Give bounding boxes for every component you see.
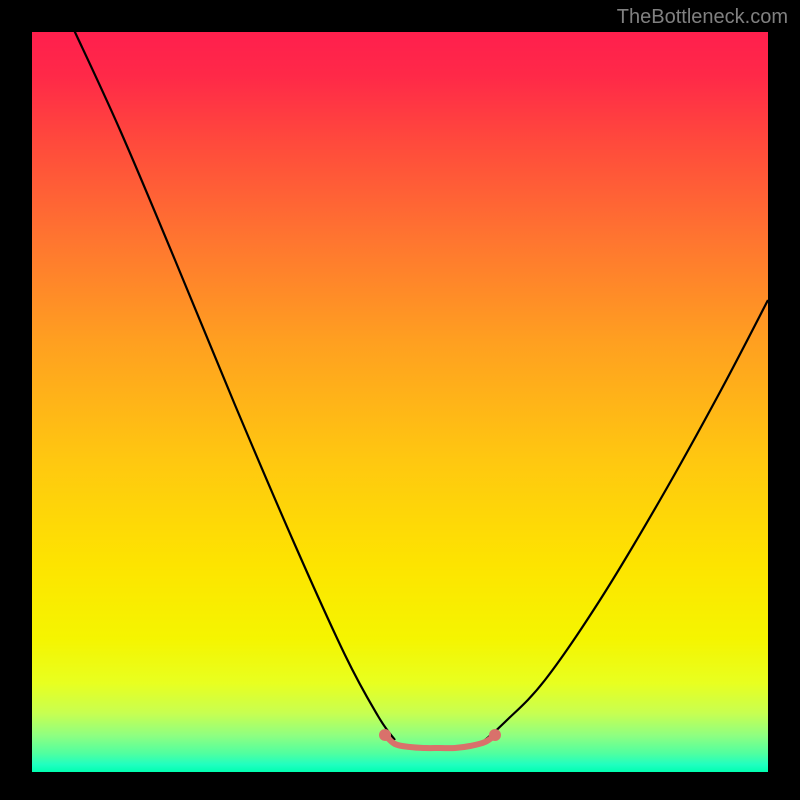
chart-container: TheBottleneck.com: [0, 0, 800, 800]
bottom-trace-cap-left: [379, 729, 391, 741]
bottom-trace-cap-right: [489, 729, 501, 741]
curve-left-branch: [74, 30, 395, 740]
curve-layer: [0, 0, 800, 800]
watermark-text: TheBottleneck.com: [617, 6, 788, 29]
curve-right-branch: [485, 300, 768, 740]
bottom-highlight-trace: [385, 735, 495, 748]
